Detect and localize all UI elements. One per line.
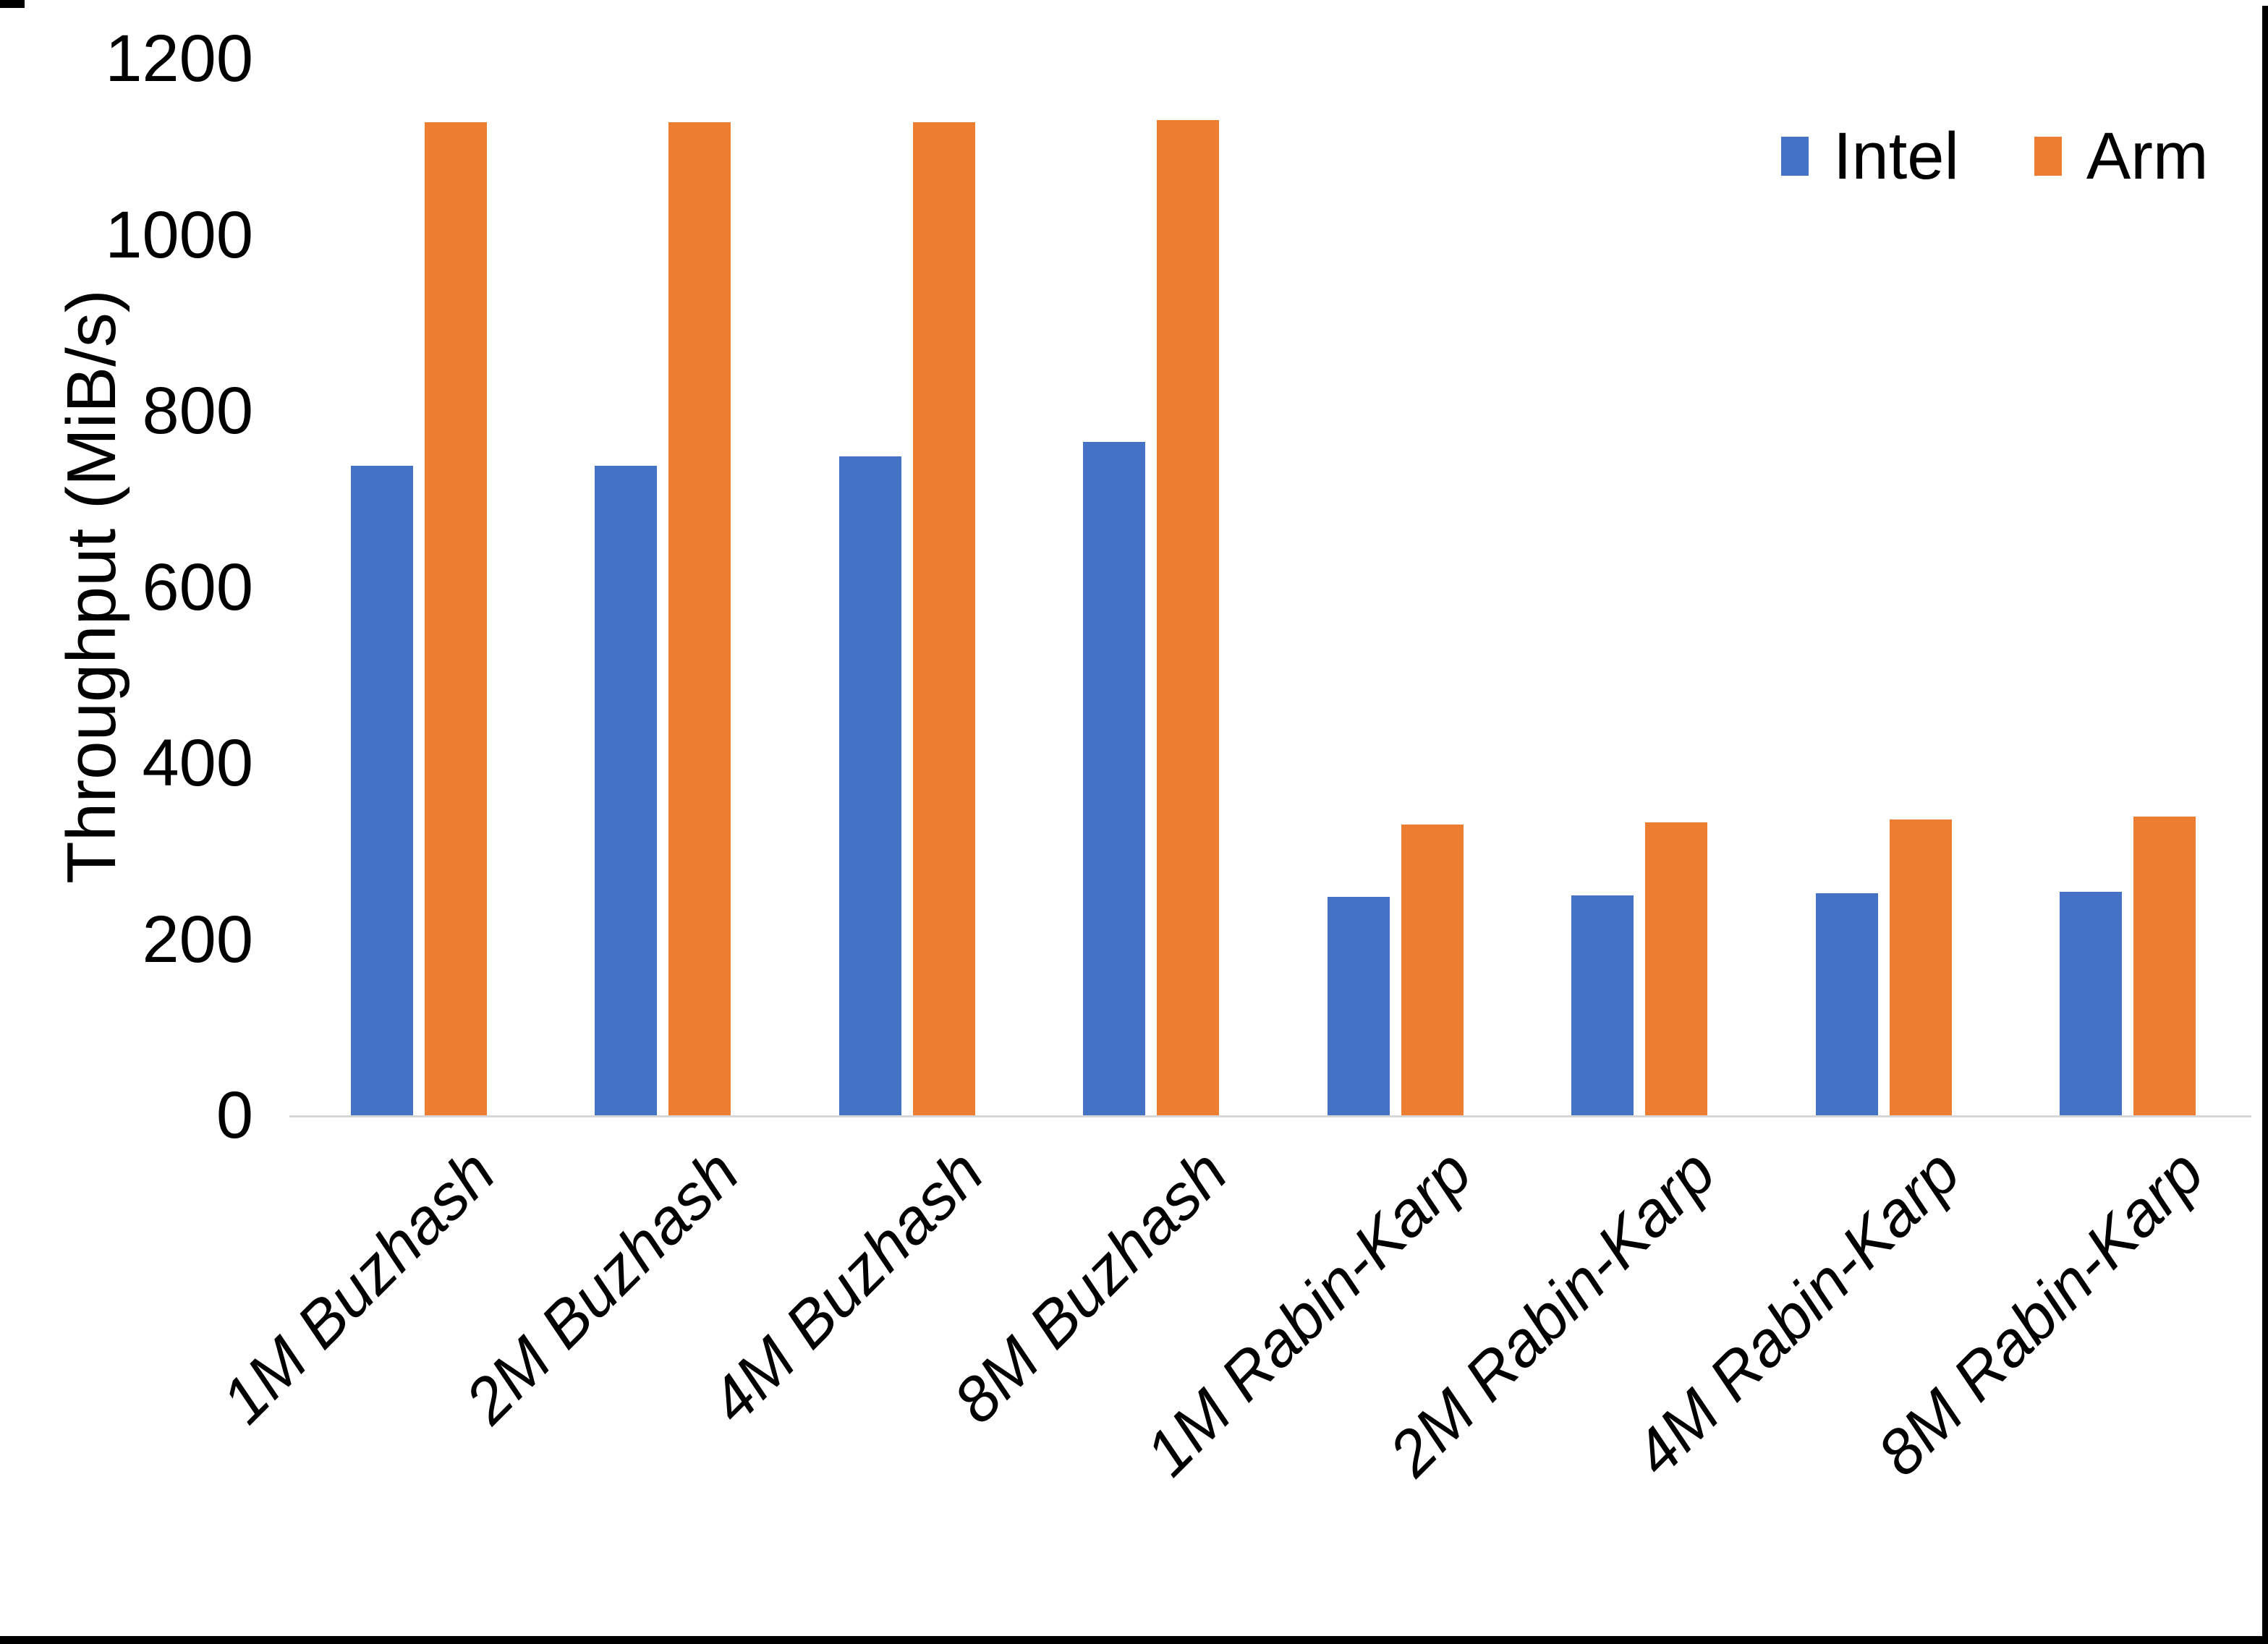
y-tick-label-0: 0	[216, 1078, 253, 1152]
bar-group-1m-rabin-karp	[1273, 59, 1518, 1115]
legend-label-intel: Intel	[1833, 119, 1959, 193]
bar-arm-8m-rabin-karp	[2133, 817, 2196, 1115]
bar-intel-1m-rabin-karp	[1327, 897, 1390, 1115]
x-axis-line	[289, 1115, 2251, 1117]
legend-item-arm: Arm	[2034, 123, 2209, 189]
bar-arm-1m-buzhash	[424, 122, 487, 1115]
y-tick-label-600: 600	[142, 550, 254, 624]
page-edge-bottom	[0, 1636, 2268, 1644]
y-tick-label-200: 200	[142, 902, 254, 976]
bar-group-8m-buzhash	[1029, 59, 1274, 1115]
bar-arm-2m-rabin-karp	[1645, 822, 1708, 1115]
bar-intel-1m-buzhash	[350, 465, 413, 1115]
bar-intel-8m-rabin-karp	[2060, 891, 2123, 1115]
y-tick-label-1200: 1200	[105, 22, 253, 95]
legend-swatch-intel	[1781, 137, 1809, 176]
page-edge-top-left	[0, 0, 25, 8]
bar-group-2m-buzhash	[541, 59, 786, 1115]
legend-label-arm: Arm	[2086, 119, 2209, 193]
page-edge-right	[2262, 6, 2268, 1644]
bar-group-8m-rabin-karp	[2006, 59, 2251, 1115]
bar-group-4m-buzhash	[785, 59, 1029, 1115]
legend-item-intel: Intel	[1781, 123, 1959, 189]
legend-swatch-arm	[2034, 137, 2062, 176]
bar-intel-4m-rabin-karp	[1815, 893, 1878, 1115]
plot-area	[297, 59, 2250, 1115]
bar-arm-4m-rabin-karp	[1889, 819, 1952, 1115]
y-tick-label-400: 400	[142, 726, 254, 800]
y-tick-label-800: 800	[142, 374, 254, 448]
bar-arm-1m-rabin-karp	[1401, 825, 1464, 1115]
bar-intel-4m-buzhash	[838, 456, 901, 1115]
bar-intel-2m-buzhash	[595, 465, 658, 1115]
bar-arm-4m-buzhash	[912, 122, 975, 1115]
bar-intel-2m-rabin-karp	[1571, 895, 1634, 1115]
bar-arm-2m-buzhash	[668, 122, 731, 1115]
bar-group-1m-buzhash	[297, 59, 541, 1115]
y-tick-label-1000: 1000	[105, 197, 253, 272]
bar-group-4m-rabin-karp	[1762, 59, 2006, 1115]
bar-intel-8m-buzhash	[1083, 441, 1146, 1115]
legend: Intel Arm	[1781, 123, 2209, 189]
bar-group-2m-rabin-karp	[1518, 59, 1762, 1115]
bar-arm-8m-buzhash	[1157, 120, 1220, 1115]
